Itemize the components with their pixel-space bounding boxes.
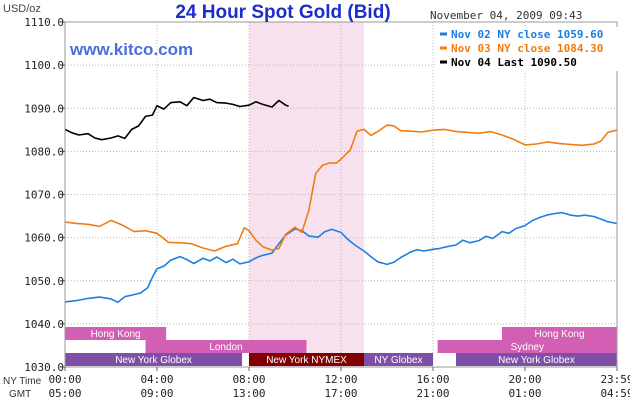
- series-line-nov-02: [64, 211, 617, 304]
- legend-entry: Nov 03 NY close 1084.30: [440, 42, 603, 55]
- legend-label: Nov 04 Last 1090.50: [451, 56, 577, 69]
- y-tick-label: 1060.0: [24, 232, 64, 245]
- chart-title: 24 Hour Spot Gold (Bid): [175, 2, 390, 23]
- price-series: [64, 96, 617, 304]
- y-tick-label: 1100.0: [24, 59, 64, 72]
- x-tick-label-gmt: 04:59: [600, 387, 630, 400]
- y-tick-label: 1050.0: [24, 275, 64, 288]
- gmt-row-label: GMT: [9, 389, 31, 400]
- legend-label: Nov 02 NY close 1059.60: [451, 28, 603, 41]
- session-bar: NY Globex: [364, 353, 433, 366]
- session-rect: [437, 340, 617, 353]
- x-tick-label-ny: 00:00: [48, 373, 81, 386]
- unit-label: USD/oz: [3, 3, 41, 15]
- x-tick-label-gmt: 21:00: [416, 387, 449, 400]
- session-rect: [65, 327, 167, 340]
- session-label: New York NYMEX: [266, 355, 347, 366]
- y-tick-label: 1030.0: [24, 361, 64, 374]
- x-tick-label-ny: 16:00: [416, 373, 449, 386]
- x-tick-label-ny: 23:59: [600, 373, 630, 386]
- session-bar: Hong Kong: [502, 327, 617, 340]
- x-tick-label-ny: 04:00: [140, 373, 173, 386]
- session-rect: [502, 327, 617, 340]
- session-label: Hong Kong: [534, 329, 584, 340]
- session-bar: New York NYMEX: [249, 353, 364, 366]
- series-line-nov-04: [64, 96, 289, 141]
- session-rect: [456, 353, 617, 366]
- timestamp: November 04, 2009 09:43: [430, 9, 582, 22]
- y-axis-ticks: 1030.0 1040.0 1050.0 1060.0 1070.0 1080.0 1090…: [24, 16, 65, 374]
- y-tick-label: 1110.0: [24, 16, 64, 29]
- site-url: www.kitco.com: [69, 40, 193, 59]
- market-sessions: Hong Kong Hong Kong London Sydney New York G…: [65, 327, 617, 366]
- session-bar: New York Globex: [65, 353, 243, 366]
- session-rect: [145, 340, 307, 353]
- session-rect: [65, 353, 243, 366]
- session-label: New York Globex: [115, 355, 192, 366]
- session-bar: London: [145, 340, 307, 353]
- session-label: NY Globex: [374, 355, 422, 366]
- x-tick-label-gmt: 13:00: [232, 387, 265, 400]
- legend-label: Nov 03 NY close 1084.30: [451, 42, 603, 55]
- session-rect: [364, 353, 433, 366]
- series-line-nov-03: [64, 124, 617, 252]
- session-label: London: [209, 342, 242, 353]
- session-bar: Sydney: [437, 340, 617, 353]
- y-tick-label: 1070.0: [24, 189, 64, 202]
- session-bar: New York Globex: [456, 353, 617, 366]
- x-tick-label-gmt: 01:00: [508, 387, 541, 400]
- x-tick-label-ny: 20:00: [508, 373, 541, 386]
- x-tick-label-ny: 12:00: [324, 373, 357, 386]
- session-label: Hong Kong: [91, 329, 141, 340]
- session-rect: [249, 353, 364, 366]
- session-label: New York Globex: [498, 355, 575, 366]
- y-tick-label: 1040.0: [24, 318, 64, 331]
- y-tick-label: 1080.0: [24, 145, 64, 158]
- legend-entry: Nov 04 Last 1090.50: [440, 56, 577, 69]
- y-tick-label: 1090.0: [24, 102, 64, 115]
- x-tick-label-gmt: 05:00: [48, 387, 81, 400]
- session-bar: Hong Kong: [65, 327, 167, 340]
- x-tick-label-ny: 08:00: [232, 373, 265, 386]
- session-label: Sydney: [511, 342, 544, 353]
- ny-time-row-label: NY Time: [3, 376, 42, 387]
- legend-box: [435, 27, 620, 71]
- legend-entry: Nov 02 NY close 1059.60: [440, 28, 603, 41]
- x-tick-label-gmt: 09:00: [140, 387, 173, 400]
- x-tick-label-gmt: 17:00: [324, 387, 357, 400]
